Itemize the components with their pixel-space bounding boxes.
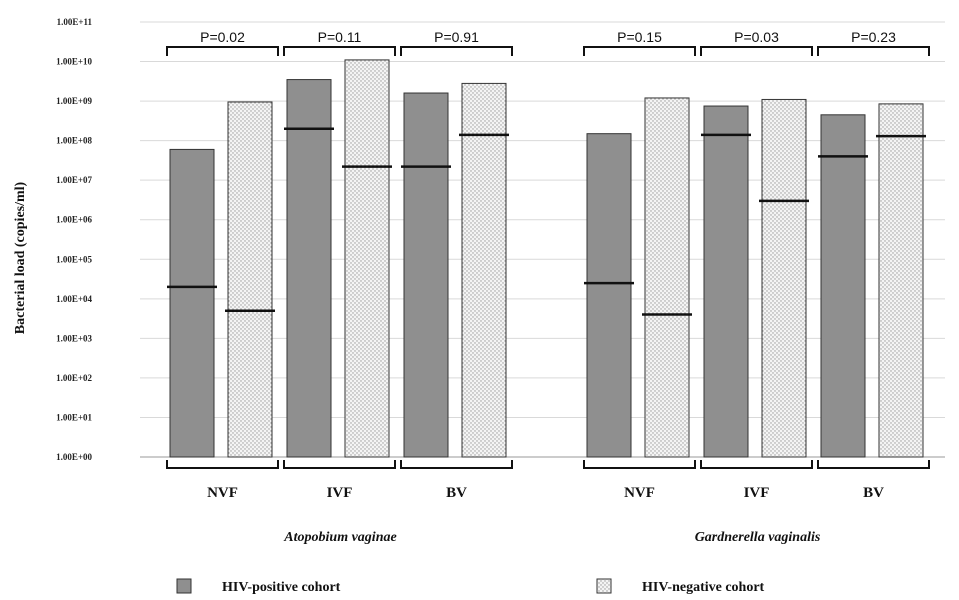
bar-hiv-negative: [461, 82, 507, 458]
bar-hiv-negative: [761, 98, 807, 458]
y-tick-label: 1.00E+06: [56, 215, 92, 225]
y-tick-label: 1.00E+07: [56, 175, 92, 185]
y-tick-label: 1.00E+08: [56, 136, 92, 146]
y-axis-label: Bacterial load (copies/ml): [13, 181, 28, 334]
bar-hiv-negative: [644, 97, 690, 458]
y-tick-label: 1.00E+02: [56, 373, 92, 383]
p-value-bracket: [283, 46, 396, 56]
p-value-label: P=0.02: [200, 29, 245, 45]
y-tick-label: 1.00E+04: [56, 294, 92, 304]
species-label: Atopobium vaginae: [283, 530, 396, 545]
category-bracket: [283, 460, 396, 469]
p-value-label: P=0.91: [434, 29, 479, 45]
category-bracket: [700, 460, 813, 469]
bar-hiv-negative: [344, 59, 390, 458]
y-tick-label: 1.00E+00: [56, 452, 92, 462]
median-lines: [167, 127, 926, 316]
p-value-label: P=0.15: [617, 29, 662, 45]
bars: [169, 59, 924, 458]
p-value-bracket: [700, 46, 813, 56]
y-axis-ticks: 1.00E+00 1.00E+01 1.00E+02 1.00E+03 1.00E+04…: [56, 17, 92, 462]
category-label: NVF: [624, 485, 655, 501]
p-value-label: P=0.11: [318, 29, 362, 45]
y-tick-label: 1.00E+03: [56, 333, 92, 343]
species-label: Gardnerella vaginalis: [695, 530, 821, 545]
category-bracket: [166, 460, 279, 469]
category-label: IVF: [744, 485, 770, 501]
p-value-bracket: [400, 46, 513, 56]
legend-label: HIV-negative cohort: [642, 580, 765, 595]
bar-hiv-positive: [703, 105, 749, 458]
category-label: BV: [863, 485, 884, 501]
bar-hiv-positive: [820, 114, 866, 458]
y-tick-label: 1.00E+09: [56, 96, 92, 106]
y-tick-label: 1.00E+11: [57, 17, 93, 27]
bar-hiv-negative: [227, 101, 273, 458]
category-bracket: [817, 460, 930, 469]
brackets: [166, 46, 930, 469]
bar-hiv-negative: [878, 103, 924, 458]
p-value-label: P=0.03: [734, 29, 779, 45]
legend-label: HIV-positive cohort: [222, 580, 341, 595]
legend: HIV-positive cohort HIV-negative cohort: [176, 578, 765, 595]
legend-swatch-hiv-negative: [596, 578, 612, 594]
category-label: NVF: [207, 485, 238, 501]
bar-hiv-positive: [169, 148, 215, 458]
bar-hiv-positive: [403, 92, 449, 458]
p-value-bracket: [817, 46, 930, 56]
legend-swatch-hiv-positive: [176, 578, 192, 594]
gridlines: [140, 21, 945, 458]
category-label: BV: [446, 485, 467, 501]
labels: P=0.02 NVF P=0.11 IVF P=0.91 BV Atopobium vagi…: [200, 29, 896, 545]
category-bracket: [400, 460, 513, 469]
p-value-bracket: [583, 46, 696, 56]
category-bracket: [583, 460, 696, 469]
category-label: IVF: [327, 485, 353, 501]
p-value-label: P=0.23: [851, 29, 896, 45]
y-tick-label: 1.00E+01: [56, 412, 92, 422]
y-tick-label: 1.00E+05: [56, 254, 92, 264]
bar-hiv-positive: [586, 133, 632, 458]
y-tick-label: 1.00E+10: [56, 57, 92, 67]
bar-hiv-positive: [286, 79, 332, 458]
p-value-bracket: [166, 46, 279, 56]
